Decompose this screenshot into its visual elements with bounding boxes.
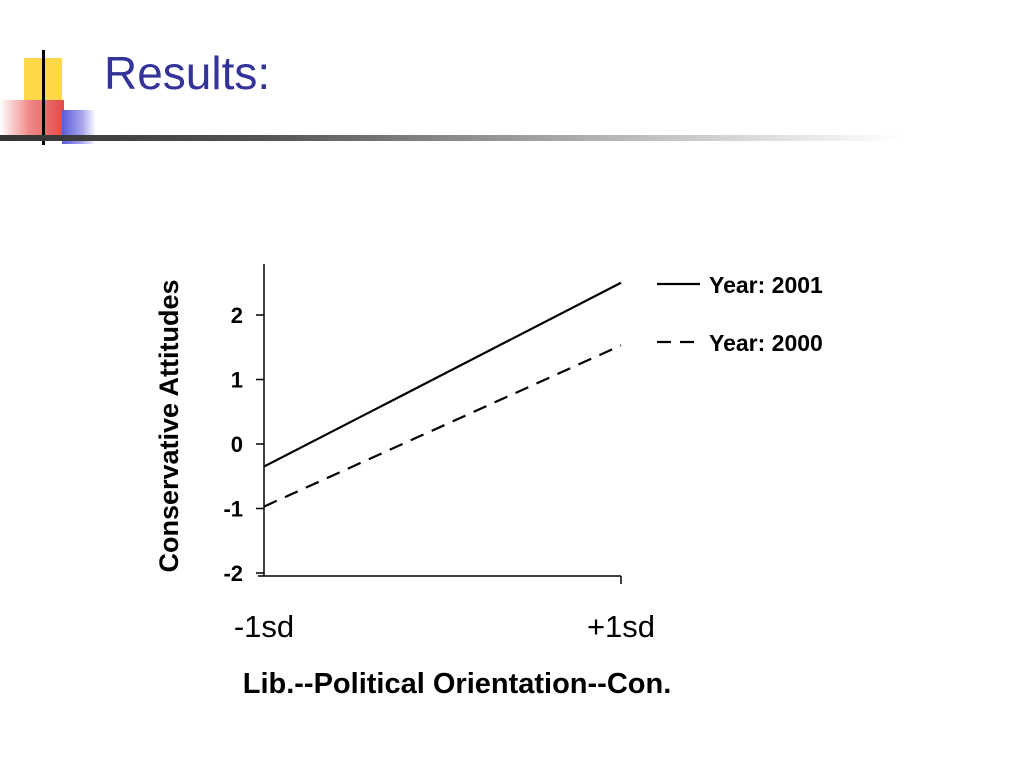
y-axis: 2 1 0 -1 -2 xyxy=(223,264,265,586)
x-axis: -1sd +1sd xyxy=(234,575,655,644)
x-tick-label: +1sd xyxy=(587,609,655,644)
x-axis-title: Lib.--Political Orientation--Con. xyxy=(243,668,672,700)
legend: Year: 2001 Year: 2000 xyxy=(657,272,823,356)
series-line xyxy=(263,281,622,468)
y-tick-label: 0 xyxy=(231,432,243,457)
series-lines xyxy=(263,281,622,508)
y-tick-label: 2 xyxy=(231,303,243,328)
series-line xyxy=(263,344,622,508)
legend-label: Year: 2001 xyxy=(709,272,823,298)
slide-title: Results: xyxy=(104,47,271,99)
decorative-vertical-line xyxy=(42,50,45,145)
decorative-red-bar xyxy=(0,100,64,136)
y-tick-label: -1 xyxy=(223,497,243,522)
legend-label: Year: 2000 xyxy=(709,330,823,356)
x-tick-label: -1sd xyxy=(234,609,294,644)
title-underline xyxy=(0,135,900,141)
y-tick-label: -2 xyxy=(223,561,243,586)
y-axis-title: Conservative Attitudes xyxy=(154,279,184,572)
y-tick-label: 1 xyxy=(231,368,243,393)
